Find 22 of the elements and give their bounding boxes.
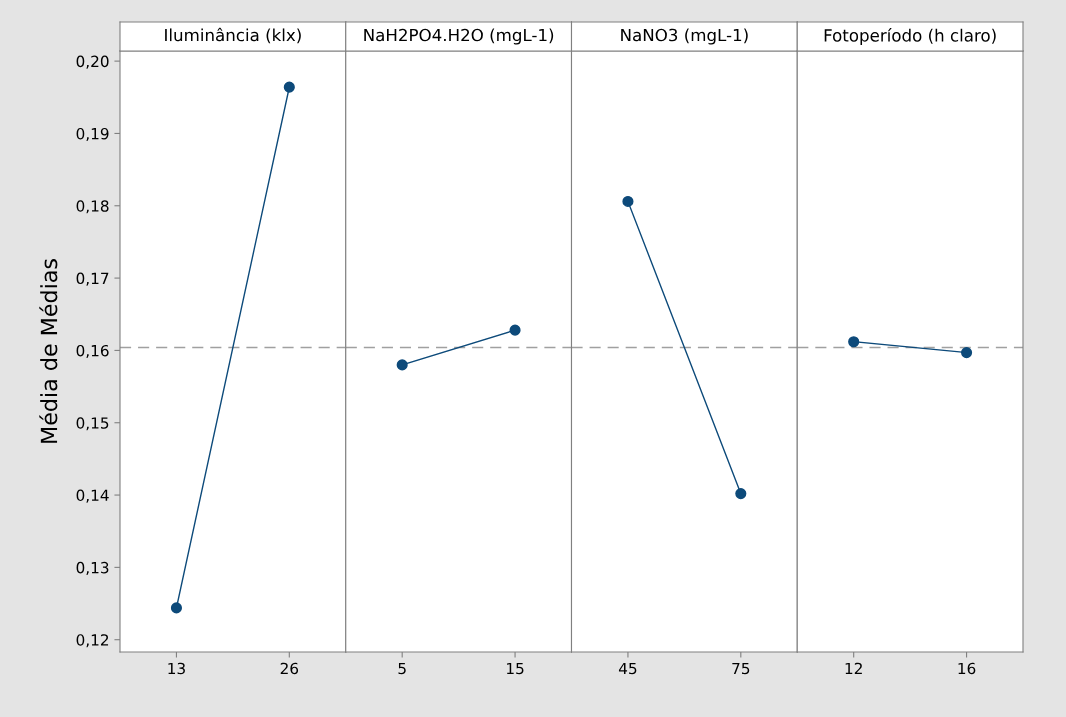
x-tick-label: 5 [398, 662, 406, 675]
y-axis-title: Média de Médias [39, 259, 58, 443]
x-tick-label: 15 [507, 662, 524, 675]
y-tick-label: 0,15 [76, 417, 109, 431]
y-tick-label: 0,13 [76, 561, 109, 575]
y-tick-label: 0,17 [76, 272, 109, 286]
y-tick-label: 0,12 [76, 634, 109, 648]
chart-title: NaH2PO4.H2O (mgL-1) [364, 28, 554, 45]
x-tick-label: 45 [618, 662, 637, 675]
x-tick-label: 12 [845, 662, 862, 675]
x-tick-label: 13 [168, 662, 185, 675]
x-tick-label: 26 [280, 662, 299, 675]
y-tick-label: 0,14 [76, 489, 109, 503]
y-tick-label: 0,18 [76, 200, 109, 214]
y-tick-label: 0,16 [76, 344, 109, 358]
x-tick-label: 16 [958, 662, 976, 675]
chart-title: NaNO3 (mgL-1) [621, 28, 748, 45]
x-tick-label: 75 [732, 662, 750, 675]
y-tick-label: 0,19 [76, 127, 109, 142]
y-tick-label: 0,20 [76, 55, 109, 69]
chart-title: Iluminância (klx) [165, 27, 301, 44]
chart-title: Fotoperíodo (h claro) [824, 28, 996, 45]
